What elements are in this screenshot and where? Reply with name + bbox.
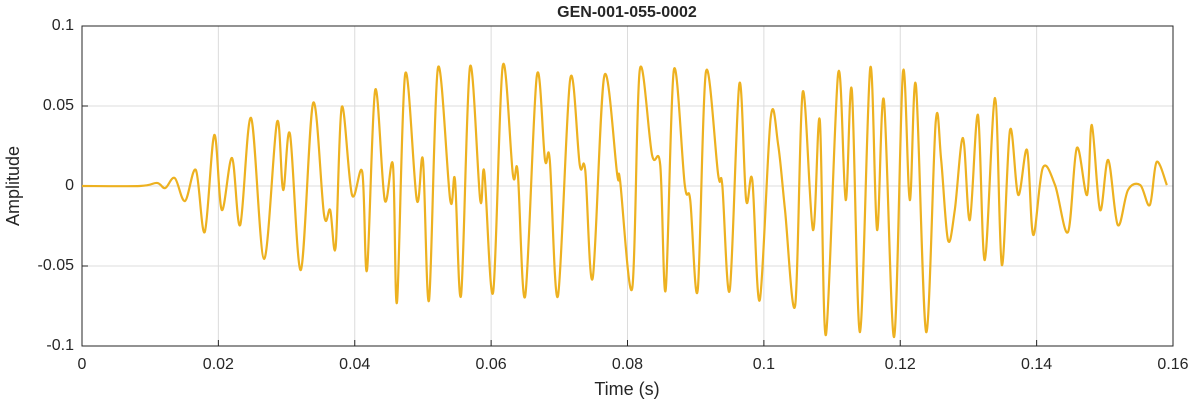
waveform-line	[81, 62, 1168, 339]
x-tick-label: 0.12	[885, 356, 916, 373]
x-tick-label: 0.06	[476, 356, 507, 373]
y-axis-label: Amplitude	[3, 146, 23, 226]
x-tick-label: 0.16	[1157, 356, 1188, 373]
x-tick-label: 0.08	[612, 356, 643, 373]
chart-title: GEN-001-055-0002	[557, 4, 697, 21]
y-tick-label: -0.1	[46, 337, 74, 354]
x-tick-label: 0.1	[753, 356, 775, 373]
x-tick-label: 0	[78, 356, 87, 373]
x-tick-label: 0.04	[339, 356, 370, 373]
y-tick-label: 0.1	[52, 17, 74, 34]
y-tick-label: 0	[65, 177, 74, 194]
x-axis-label: Time (s)	[594, 379, 659, 399]
y-tick-label: -0.05	[38, 257, 75, 274]
x-tick-label: 0.02	[203, 356, 234, 373]
y-tick-label: 0.05	[43, 97, 74, 114]
x-tick-label: 0.14	[1021, 356, 1052, 373]
